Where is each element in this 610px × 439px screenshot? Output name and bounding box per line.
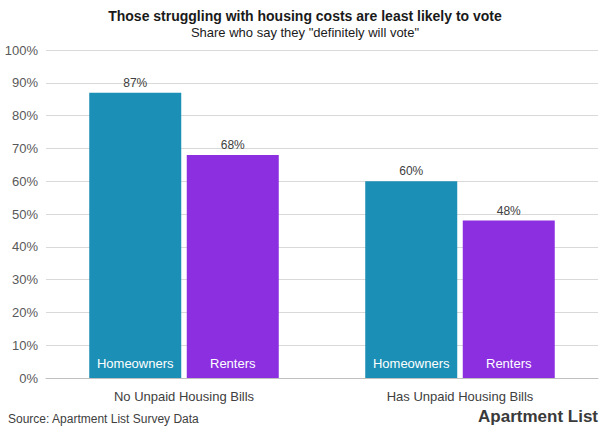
svg-text:No Unpaid Housing Bills: No Unpaid Housing Bills <box>114 389 255 404</box>
svg-text:60%: 60% <box>12 174 38 189</box>
svg-text:87%: 87% <box>123 76 147 90</box>
svg-text:Renters: Renters <box>486 356 532 371</box>
svg-text:90%: 90% <box>12 75 38 90</box>
svg-text:20%: 20% <box>12 305 38 320</box>
svg-text:40%: 40% <box>12 239 38 254</box>
svg-text:Share who say they "definitely: Share who say they "definitely will vote… <box>191 25 420 40</box>
svg-text:Homeowners: Homeowners <box>97 356 174 371</box>
svg-text:Renters: Renters <box>210 356 256 371</box>
svg-text:100%: 100% <box>5 43 39 58</box>
svg-text:30%: 30% <box>12 272 38 287</box>
svg-text:Apartment List: Apartment List <box>478 407 598 426</box>
svg-text:Those struggling with housing: Those struggling with housing costs are … <box>108 8 502 24</box>
svg-text:10%: 10% <box>12 338 38 353</box>
svg-text:0%: 0% <box>19 371 38 386</box>
svg-text:Source: Apartment List Survey: Source: Apartment List Survey Data <box>8 412 199 426</box>
svg-text:48%: 48% <box>497 204 521 218</box>
svg-text:70%: 70% <box>12 141 38 156</box>
svg-text:50%: 50% <box>12 207 38 222</box>
svg-text:60%: 60% <box>399 164 423 178</box>
svg-text:Has Unpaid Housing Bills: Has Unpaid Housing Bills <box>387 389 534 404</box>
svg-text:Homeowners: Homeowners <box>373 356 450 371</box>
svg-text:68%: 68% <box>221 138 245 152</box>
svg-text:80%: 80% <box>12 108 38 123</box>
